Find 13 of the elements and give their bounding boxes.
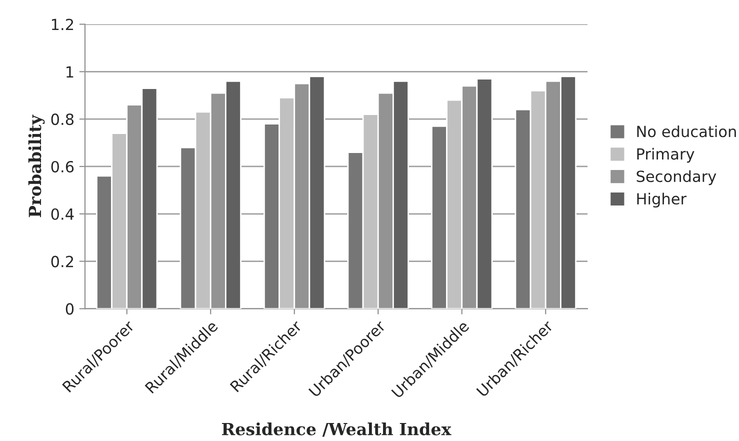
- legend-label: Higher: [637, 192, 687, 208]
- y-tick-label: 1.2: [52, 18, 74, 30]
- x-axis-title: Residence /Wealth Index: [222, 422, 452, 437]
- y-tick-label: 0.4: [51, 208, 74, 220]
- y-tick-label: 0.2: [51, 256, 74, 268]
- y-tick-label: 0.6: [51, 160, 74, 172]
- y-tick-label: 0.8: [51, 114, 74, 126]
- legend-label: Primary: [637, 148, 694, 163]
- legend-label: No education: [637, 125, 736, 138]
- y-axis-title: Probability: [28, 114, 45, 218]
- y-tick-label: 1: [66, 66, 74, 78]
- legend-label: Secondary: [636, 170, 716, 186]
- y-tick-label: 0: [66, 303, 74, 315]
